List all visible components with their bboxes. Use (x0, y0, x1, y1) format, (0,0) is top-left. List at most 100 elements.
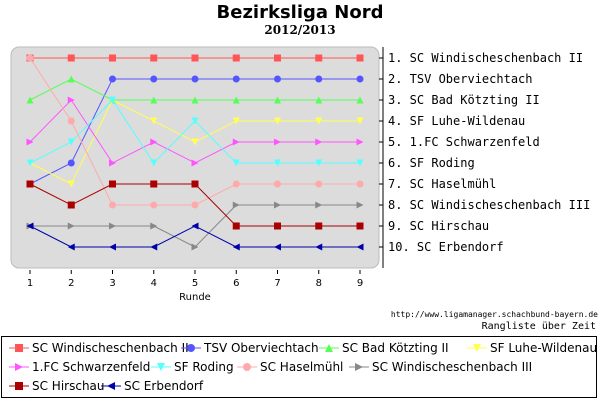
data-point (26, 54, 34, 62)
data-point (191, 201, 199, 209)
x-tick-label: 4 (151, 278, 157, 289)
data-point (191, 117, 199, 125)
series-6 (26, 54, 364, 209)
data-point (315, 222, 323, 230)
series-1 (26, 75, 364, 188)
data-point (67, 180, 75, 188)
legend-swatch (349, 363, 369, 371)
data-point (315, 75, 323, 83)
data-point (109, 54, 116, 62)
legend-swatch (181, 344, 201, 352)
data-point (109, 222, 116, 230)
data-point (274, 138, 281, 146)
data-point (26, 96, 34, 104)
data-point (67, 201, 75, 209)
data-point (274, 54, 281, 62)
data-point (274, 222, 281, 230)
data-point (67, 75, 75, 83)
plot-area (10, 46, 380, 269)
data-point (356, 75, 364, 83)
data-point (232, 180, 240, 188)
data-point (191, 138, 199, 146)
data-point (232, 222, 240, 230)
legend-swatch (101, 382, 121, 390)
data-point (67, 54, 75, 62)
data-point (274, 96, 281, 104)
x-tick-label: 8 (316, 278, 322, 289)
data-point (315, 117, 323, 125)
data-point (67, 117, 75, 125)
data-point (26, 222, 34, 230)
data-point (356, 54, 364, 62)
data-point (356, 243, 364, 251)
data-point (191, 96, 199, 104)
data-point (191, 180, 199, 188)
series-4 (26, 96, 364, 167)
data-point (109, 180, 116, 188)
data-point (150, 159, 158, 167)
data-point (232, 117, 240, 125)
data-point (274, 180, 281, 188)
data-point (150, 222, 158, 230)
rank-chart: 1 2 3 4 5 6 7 8 9 Runde 1. SC Windischeschenbach I… (10, 46, 590, 303)
data-point (315, 138, 323, 146)
legend-swatch (237, 363, 257, 371)
data-point (232, 159, 240, 167)
rank-label: 6. SF Roding (388, 156, 475, 170)
x-tick-label: 1 (27, 278, 33, 289)
series-7 (26, 201, 364, 251)
x-tick-label: 3 (109, 278, 115, 289)
data-point (150, 201, 158, 209)
legend-label: SC Hirschau (32, 379, 105, 393)
rank-label: 8. SC Windischeschenbach III (388, 198, 590, 212)
data-point (191, 54, 199, 62)
data-point (150, 117, 158, 125)
data-point (67, 159, 75, 167)
legend-label: TSV Oberviechtach (204, 341, 319, 355)
x-axis-label: Runde (179, 292, 211, 303)
data-point (67, 138, 75, 146)
data-point (150, 138, 158, 146)
data-point (274, 117, 281, 125)
data-point (315, 159, 323, 167)
data-point (315, 180, 323, 188)
legend-label: SC Erbendorf (124, 379, 204, 393)
data-point (67, 222, 75, 230)
legend-label: SC Haselmühl (260, 360, 344, 374)
legend-label: SC Windischeschenbach II (32, 341, 189, 355)
rank-label: 2. TSV Oberviechtach (388, 72, 533, 86)
data-point (315, 201, 323, 209)
data-point (356, 222, 364, 230)
data-point (356, 96, 364, 104)
data-point (191, 159, 199, 167)
chart-legend: SC Windischeschenbach II TSV Oberviechtac… (1, 336, 597, 398)
data-point (356, 201, 364, 209)
data-point (150, 96, 158, 104)
data-point (274, 159, 281, 167)
data-point (67, 96, 75, 104)
chart-title: Bezirksliga Nord (216, 2, 384, 23)
legend-label: 1.FC Schwarzenfeld (32, 360, 151, 374)
x-tick-label: 7 (274, 278, 280, 289)
data-point (109, 75, 116, 83)
legend-swatch (9, 363, 29, 371)
data-point (356, 117, 364, 125)
data-point (109, 201, 116, 209)
x-tick-label: 9 (357, 278, 363, 289)
rank-label: 7. SC Haselmühl (388, 177, 496, 191)
data-point (274, 243, 281, 251)
x-tick-label: 5 (192, 278, 198, 289)
data-point (274, 75, 281, 83)
legend-label: SC Bad Kötzting II (342, 341, 449, 355)
data-point (191, 222, 199, 230)
data-point (26, 159, 34, 167)
legend-label: SF Luhe-Wildenau (490, 341, 598, 355)
data-point (150, 243, 158, 251)
data-point (356, 180, 364, 188)
legend-label: SF Roding (174, 360, 234, 374)
legend-swatch (9, 382, 29, 390)
data-point (191, 75, 199, 83)
data-point (232, 201, 240, 209)
data-point (26, 180, 34, 188)
rank-label: 9. SC Hirschau (388, 219, 489, 233)
